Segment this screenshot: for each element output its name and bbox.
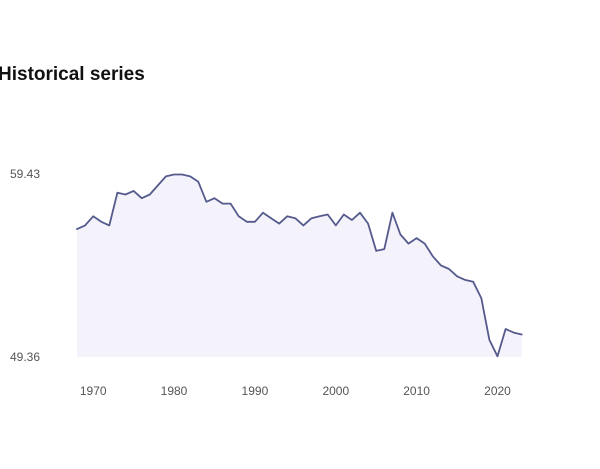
data-point[interactable]	[325, 212, 330, 217]
data-point[interactable]	[236, 214, 241, 219]
data-point[interactable]	[228, 201, 233, 206]
x-tick-label: 1970	[80, 384, 107, 398]
series-area	[77, 174, 522, 357]
data-point[interactable]	[285, 214, 290, 219]
data-point[interactable]	[277, 221, 282, 226]
y-tick-label: 49.36	[10, 350, 40, 364]
data-point[interactable]	[349, 218, 354, 223]
data-point[interactable]	[204, 199, 209, 204]
data-point[interactable]	[309, 216, 314, 221]
x-axis: 1970 1980 1990 2000 2010 2020	[80, 384, 511, 398]
data-point[interactable]	[172, 172, 177, 177]
data-point[interactable]	[487, 337, 492, 342]
data-point[interactable]	[430, 254, 435, 259]
data-point[interactable]	[212, 196, 217, 201]
data-point[interactable]	[139, 196, 144, 201]
data-point[interactable]	[115, 190, 120, 195]
area-layer	[77, 174, 522, 357]
data-point[interactable]	[366, 221, 371, 226]
data-point[interactable]	[333, 223, 338, 228]
data-point[interactable]	[163, 174, 168, 179]
data-point[interactable]	[503, 327, 508, 332]
data-point[interactable]	[398, 232, 403, 237]
data-point[interactable]	[317, 214, 322, 219]
y-axis: 59.43 49.36	[10, 167, 40, 364]
data-point[interactable]	[341, 212, 346, 217]
data-point[interactable]	[75, 227, 80, 232]
data-point[interactable]	[131, 188, 136, 193]
x-tick-label: 2000	[322, 384, 349, 398]
data-point[interactable]	[455, 274, 460, 279]
data-point[interactable]	[147, 192, 152, 197]
data-point[interactable]	[495, 354, 500, 359]
data-point[interactable]	[261, 210, 266, 215]
data-point[interactable]	[463, 277, 468, 282]
x-tick-label: 2010	[403, 384, 430, 398]
data-point[interactable]	[358, 210, 363, 215]
data-point[interactable]	[374, 248, 379, 253]
data-point[interactable]	[188, 174, 193, 179]
x-tick-label: 1980	[161, 384, 188, 398]
y-tick-label: 59.43	[10, 167, 40, 181]
data-point[interactable]	[293, 216, 298, 221]
data-point[interactable]	[180, 172, 185, 177]
data-point[interactable]	[422, 241, 427, 246]
data-point[interactable]	[83, 223, 88, 228]
data-point[interactable]	[438, 263, 443, 268]
series-line	[76, 173, 523, 358]
x-tick-label: 2020	[484, 384, 511, 398]
data-point[interactable]	[511, 330, 516, 335]
data-point[interactable]	[414, 236, 419, 241]
data-point[interactable]	[390, 210, 395, 215]
data-point[interactable]	[382, 247, 387, 252]
data-point[interactable]	[196, 179, 201, 184]
data-point[interactable]	[220, 201, 225, 206]
line-layer	[75, 172, 524, 359]
chart-title: Historical series	[0, 64, 145, 85]
data-point[interactable]	[471, 279, 476, 284]
data-point[interactable]	[107, 223, 112, 228]
data-point[interactable]	[301, 223, 306, 228]
data-point[interactable]	[406, 241, 411, 246]
data-point[interactable]	[123, 192, 128, 197]
data-point[interactable]	[447, 267, 452, 272]
data-point[interactable]	[99, 219, 104, 224]
data-point[interactable]	[244, 219, 249, 224]
data-point[interactable]	[155, 183, 160, 188]
data-point[interactable]	[479, 296, 484, 301]
data-point[interactable]	[91, 214, 96, 219]
data-point[interactable]	[519, 332, 524, 337]
x-tick-label: 1990	[242, 384, 269, 398]
data-point[interactable]	[252, 219, 257, 224]
data-point[interactable]	[269, 216, 274, 221]
